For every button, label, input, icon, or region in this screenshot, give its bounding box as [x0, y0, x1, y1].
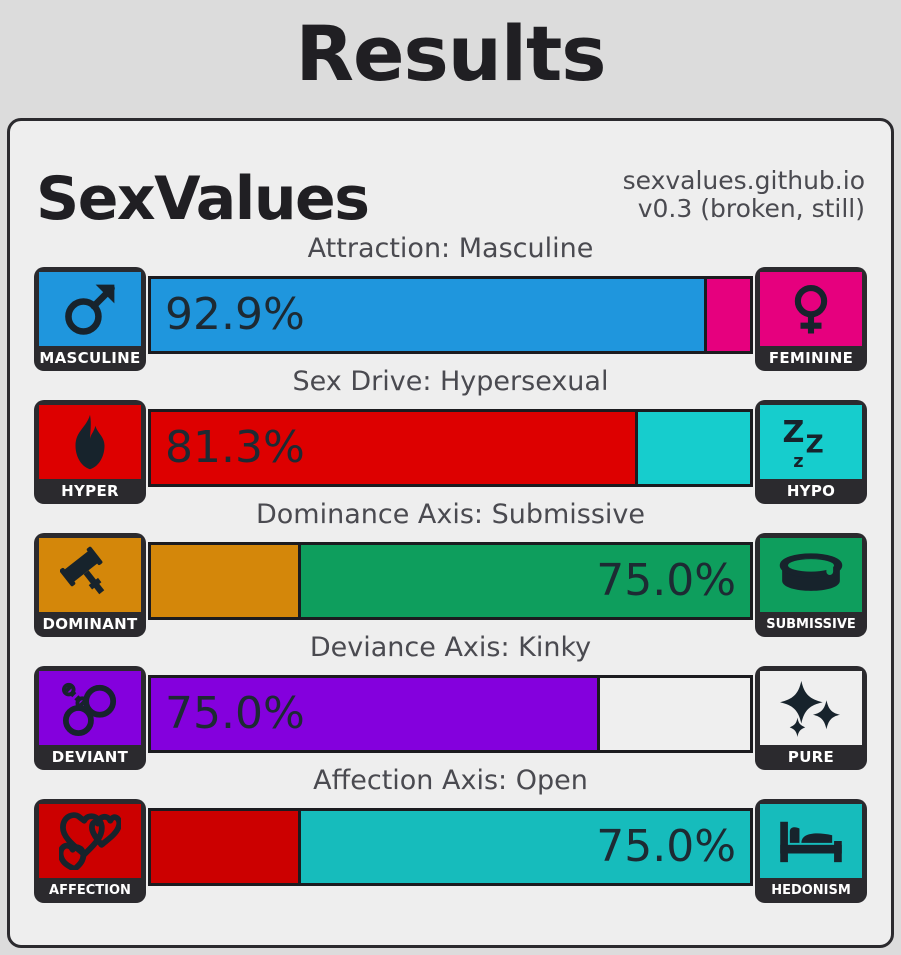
mars-symbol-icon [60, 279, 120, 339]
cap-deviant[interactable]: DEVIANT [34, 666, 146, 770]
hearts-icon [59, 812, 121, 870]
cap-label-deviant: DEVIANT [51, 748, 129, 766]
cap-label-feminine: FEMININE [768, 349, 854, 367]
cap-icon-box-masculine [39, 272, 141, 346]
cap-hedonism[interactable]: HEDONISM [755, 799, 867, 903]
bar-area-attraction: 92.9% [34, 267, 867, 371]
flame-icon [67, 413, 113, 471]
cap-label-pure: PURE [787, 748, 835, 766]
bar-area-affection: 75.0% [34, 799, 867, 903]
bar-value-deviance: 75.0% [165, 688, 305, 739]
page-title: Results [295, 9, 606, 98]
cap-icon-box-deviant [39, 671, 141, 745]
bar-area-dominance: 75.0% [34, 533, 867, 637]
bar-track-affection[interactable]: 75.0% [148, 808, 753, 886]
axis-label-attraction: Attraction: Masculine [307, 233, 594, 264]
cap-masculine[interactable]: MASCULINE [34, 267, 146, 371]
bar-value-attraction: 92.9% [165, 289, 305, 340]
sleep-zzz-icon: Z Z z [779, 412, 843, 472]
brand-meta: sexvalues.github.io v0.3 (broken, still) [622, 165, 865, 232]
axis-label-sex-drive: Sex Drive: Hypersexual [292, 366, 609, 397]
collar-icon [776, 550, 846, 600]
brand-version: v0.3 (broken, still) [637, 194, 865, 224]
cap-icon-box-hedonism [760, 804, 862, 878]
bar-segment-affection [151, 811, 301, 883]
bar-segment-masculine: 92.9% [151, 279, 708, 351]
bar-segment-hyper: 81.3% [151, 412, 638, 484]
brand-name: SexValues [36, 164, 370, 234]
results-card: SexValues sexvalues.github.io v0.3 (brok… [7, 118, 894, 948]
cap-icon-box-submissive [760, 538, 862, 612]
axis-row-attraction: Attraction: Masculine 92.9% [34, 231, 867, 371]
bar-segment-submissive: 75.0% [300, 545, 750, 617]
cap-hyper[interactable]: HYPER [34, 400, 146, 504]
svg-text:z: z [793, 452, 803, 472]
axis-rows: Attraction: Masculine 92.9% [10, 231, 891, 903]
cap-label-masculine: MASCULINE [39, 349, 141, 367]
bed-icon [776, 816, 846, 866]
brand-site: sexvalues.github.io [622, 165, 865, 195]
cap-submissive[interactable]: SUBMISSIVE [755, 533, 867, 637]
bar-segment-hedonism: 75.0% [300, 811, 750, 883]
gavel-icon [60, 546, 120, 604]
card-header: SexValues sexvalues.github.io v0.3 (brok… [10, 121, 891, 231]
bar-segment-feminine [707, 279, 750, 351]
axis-row-deviance: Deviance Axis: Kinky 75.0% [34, 630, 867, 770]
bar-area-deviance: 75.0% [34, 666, 867, 770]
venus-symbol-icon [783, 279, 839, 339]
bar-segment-dominant [151, 545, 301, 617]
axis-label-dominance: Dominance Axis: Submissive [255, 499, 646, 530]
bar-segment-hypo [637, 412, 750, 484]
cap-dominant[interactable]: DOMINANT [34, 533, 146, 637]
cap-icon-box-hyper [39, 405, 141, 479]
cap-label-dominant: DOMINANT [42, 615, 138, 633]
bar-track-sex-drive[interactable]: 81.3% [148, 409, 753, 487]
bar-value-affection: 75.0% [596, 821, 736, 872]
bar-track-deviance[interactable]: 75.0% [148, 675, 753, 753]
cap-label-hypo: HYPO [786, 482, 836, 500]
cap-affection[interactable]: AFFECTION [34, 799, 146, 903]
cap-icon-box-feminine [760, 272, 862, 346]
axis-row-affection: Affection Axis: Open 75.0% [34, 763, 867, 903]
cap-pure[interactable]: PURE [755, 666, 867, 770]
bar-track-dominance[interactable]: 75.0% [148, 542, 753, 620]
bar-area-sex-drive: 81.3% HYPER [34, 400, 867, 504]
cap-label-submissive: SUBMISSIVE [766, 617, 856, 632]
axis-row-dominance: Dominance Axis: Submissive 75.0% [34, 497, 867, 637]
sparkles-icon [780, 679, 842, 737]
bar-value-sex-drive: 81.3% [165, 422, 305, 473]
cap-label-hedonism: HEDONISM [771, 883, 851, 898]
axis-label-affection: Affection Axis: Open [313, 765, 588, 796]
svg-text:Z: Z [806, 430, 824, 459]
cap-hypo[interactable]: Z Z z HYPO [755, 400, 867, 504]
cap-label-hyper: HYPER [61, 482, 119, 500]
cap-label-affection: AFFECTION [49, 883, 131, 898]
cap-feminine[interactable]: FEMININE [755, 267, 867, 371]
handcuffs-icon [59, 680, 121, 736]
cap-icon-box-pure [760, 671, 862, 745]
bar-track-attraction[interactable]: 92.9% [148, 276, 753, 354]
cap-icon-box-dominant [39, 538, 141, 612]
axis-row-sex-drive: Sex Drive: Hypersexual 81.3% [34, 364, 867, 504]
svg-text:Z: Z [783, 415, 805, 450]
bar-segment-pure [600, 678, 750, 750]
cap-icon-box-affection [39, 804, 141, 878]
bar-value-dominance: 75.0% [596, 555, 736, 606]
axis-label-deviance: Deviance Axis: Kinky [309, 632, 592, 663]
cap-icon-box-hypo: Z Z z [760, 405, 862, 479]
bar-segment-deviant: 75.0% [151, 678, 601, 750]
